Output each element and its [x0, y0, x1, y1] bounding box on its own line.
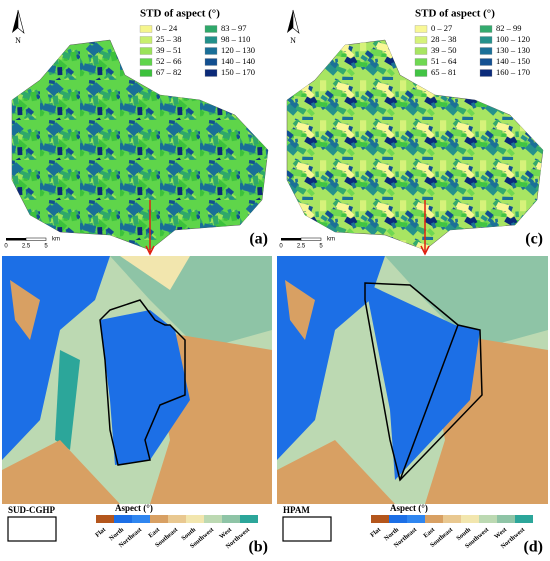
legend-swatch [204, 47, 218, 55]
legend-label: 51 – 64 [431, 56, 457, 66]
legend-swatch [204, 69, 218, 77]
scale-label: 5 [44, 244, 48, 250]
legend-label: 39 – 50 [431, 45, 457, 55]
legend-label: 140 – 150 [496, 56, 530, 66]
legend-swatch [414, 69, 428, 77]
legend-label: 25 – 38 [156, 34, 182, 44]
legend-label: 83 – 97 [221, 23, 247, 33]
aspect-label: East [147, 526, 162, 540]
detail-map [277, 256, 548, 504]
aspect-swatch [186, 515, 204, 523]
aspect-swatch [114, 515, 132, 523]
legend-label: 82 – 99 [496, 23, 522, 33]
legend-label: 39 – 51 [156, 45, 182, 55]
watershed-texture [12, 40, 268, 250]
aspect-swatch [96, 515, 114, 523]
aspect-swatch [443, 515, 461, 523]
aspect-swatch [425, 515, 443, 523]
legend-label: 0 – 27 [431, 23, 452, 33]
legend-label: 120 – 130 [221, 45, 255, 55]
legend-label: 52 – 66 [156, 56, 182, 66]
legend-swatch [204, 58, 218, 66]
legend-label: 28 – 38 [431, 34, 457, 44]
scale-unit: km [52, 237, 60, 243]
legend-swatch [414, 47, 428, 55]
legend-swatch [479, 69, 493, 77]
panel-label: (b) [248, 539, 268, 556]
scale-bar [6, 238, 26, 241]
aspect-swatch [132, 515, 150, 523]
legend-title: STD of aspect (°) [140, 8, 220, 20]
north-arrow [12, 10, 18, 33]
legend-swatch [204, 25, 218, 33]
north-label: N [290, 36, 296, 45]
scale-bar [25, 237, 47, 241]
scale-label: 2.5 [297, 244, 306, 250]
aspect-swatch [479, 515, 497, 523]
legend-swatch [139, 47, 153, 55]
panel-label: (a) [249, 231, 268, 248]
scale-label: 5 [319, 244, 323, 250]
method-label: HPAM [283, 505, 310, 515]
legend-label: 65 – 81 [431, 67, 457, 77]
north-arrow [17, 9, 25, 34]
scale-label: 0 [4, 244, 8, 250]
legend-label: 0 – 24 [156, 23, 178, 33]
panel-label: (d) [523, 539, 543, 556]
legend-swatch [479, 25, 493, 33]
north-arrow [292, 9, 300, 34]
scale-bar [300, 237, 322, 241]
watershed-texture [287, 40, 543, 250]
aspect-title: Aspect (°) [390, 503, 428, 513]
legend-label: 100 – 120 [496, 34, 530, 44]
legend-label: 98 – 110 [221, 34, 250, 44]
legend-label: 140 – 140 [221, 56, 255, 66]
legend-swatch [204, 36, 218, 44]
legend-swatch [479, 58, 493, 66]
location-arrow [145, 200, 155, 256]
aspect-swatch [461, 515, 479, 523]
aspect-label: East [422, 526, 437, 540]
legend-label: 130 – 130 [496, 45, 530, 55]
legend-swatch [479, 36, 493, 44]
aspect-swatch [204, 515, 222, 523]
aspect-title: Aspect (°) [115, 503, 153, 513]
legend-swatch [139, 25, 153, 33]
legend-swatch [414, 25, 428, 33]
aspect-swatch [407, 515, 425, 523]
aspect-swatch [222, 515, 240, 523]
scale-label: 0 [279, 244, 283, 250]
north-label: N [15, 36, 21, 45]
aspect-label: Flat [369, 526, 383, 539]
scale-unit: km [327, 237, 335, 243]
legend-swatch [139, 69, 153, 77]
aspect-swatch [168, 515, 186, 523]
aspect-swatch [497, 515, 515, 523]
north-arrow [287, 10, 293, 33]
aspect-swatch [389, 515, 407, 523]
detail-map [2, 256, 272, 504]
scale-bar [281, 238, 301, 241]
scale-label: 2.5 [22, 244, 31, 250]
legend-label: 67 – 82 [156, 67, 182, 77]
panel-label: (c) [525, 231, 543, 248]
aspect-swatch [371, 515, 389, 523]
legend-swatch [414, 58, 428, 66]
legend-swatch [414, 36, 428, 44]
legend-title: STD of aspect (°) [415, 8, 495, 20]
location-arrow [420, 200, 430, 256]
legend-label: 150 – 170 [221, 67, 255, 77]
aspect-swatch [515, 515, 533, 523]
method-swatch [282, 516, 332, 542]
legend-label: 160 – 170 [496, 67, 530, 77]
method-swatch [7, 516, 57, 542]
legend-swatch [479, 47, 493, 55]
aspect-swatch [240, 515, 258, 523]
aspect-label: Flat [94, 526, 108, 539]
aspect-swatch [150, 515, 168, 523]
legend-swatch [139, 58, 153, 66]
method-label: SUD-CGHP [8, 505, 56, 515]
legend-swatch [139, 36, 153, 44]
